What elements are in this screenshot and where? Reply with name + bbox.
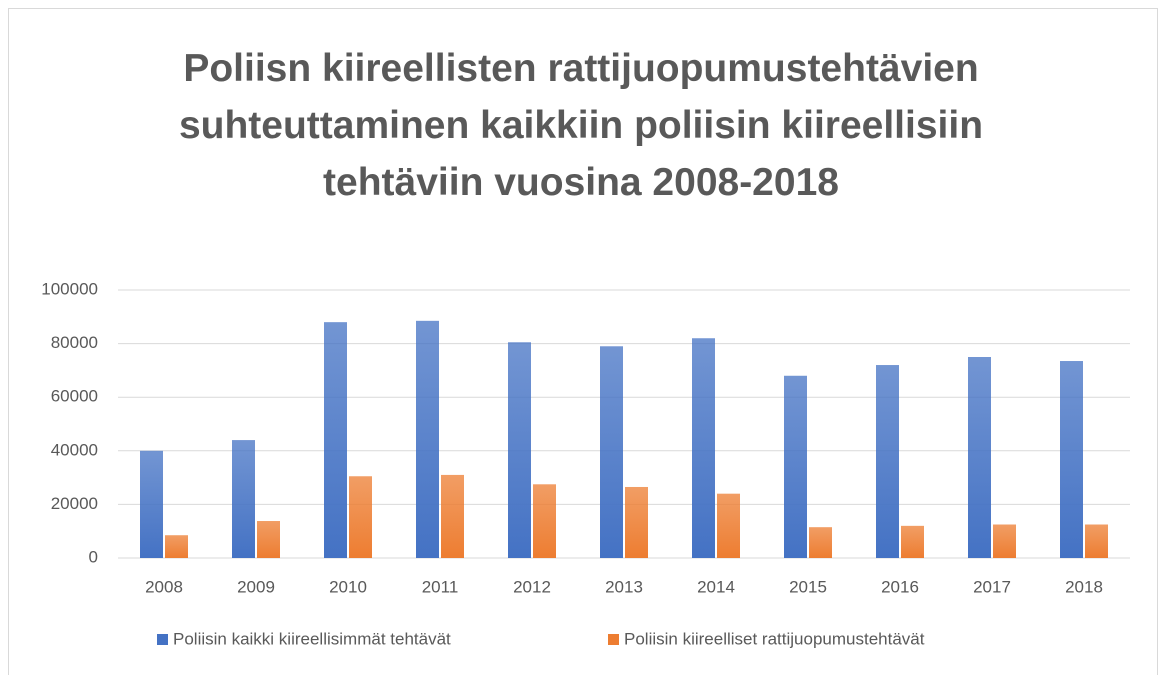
x-tick-label: 2008: [145, 577, 183, 596]
bar: [692, 338, 715, 558]
x-tick-label: 2014: [697, 577, 735, 596]
x-tick-label: 2013: [605, 577, 643, 596]
bar: [809, 527, 832, 558]
chart-title: Poliisn kiireellisten rattijuopumustehtä…: [178, 47, 984, 204]
bar: [257, 521, 280, 558]
bar: [441, 474, 464, 558]
bar: [1085, 524, 1108, 558]
bar: [901, 525, 924, 558]
y-tick-label: 60000: [51, 387, 98, 406]
bar: [324, 322, 347, 558]
bar: [784, 375, 807, 558]
y-tick-label: 0: [89, 547, 98, 566]
bar: [232, 440, 255, 558]
bar: [533, 484, 556, 558]
x-tick-label: 2015: [789, 577, 827, 596]
bar: [1060, 361, 1083, 558]
y-tick-label: 40000: [51, 440, 98, 459]
y-tick-label: 80000: [51, 333, 98, 352]
x-tick-label: 2017: [973, 577, 1011, 596]
bar: [968, 357, 991, 558]
bar: [416, 320, 439, 558]
y-tick-label: 20000: [51, 494, 98, 513]
bar: [140, 450, 163, 558]
x-tick-label: 2011: [422, 577, 459, 596]
legend-swatch: [157, 634, 168, 645]
x-tick-label: 2018: [1065, 577, 1103, 596]
bar: [600, 346, 623, 558]
x-tick-label: 2010: [329, 577, 367, 596]
bar: [349, 476, 372, 558]
bar: [993, 524, 1016, 558]
legend-swatch: [608, 634, 619, 645]
legend-label: Poliisin kiireelliset rattijuopumustehtä…: [624, 629, 925, 648]
y-tick-label: 100000: [41, 279, 98, 298]
x-tick-label: 2009: [237, 577, 275, 596]
x-tick-label: 2012: [513, 577, 551, 596]
bar: [508, 342, 531, 558]
bar: [625, 486, 648, 558]
bar: [876, 365, 899, 558]
x-tick-label: 2016: [881, 577, 919, 596]
legend-label: Poliisin kaikki kiireellisimmät tehtävät: [173, 629, 451, 648]
chart-frame: [8, 8, 1158, 675]
bar: [717, 493, 740, 558]
bar: [165, 535, 188, 558]
